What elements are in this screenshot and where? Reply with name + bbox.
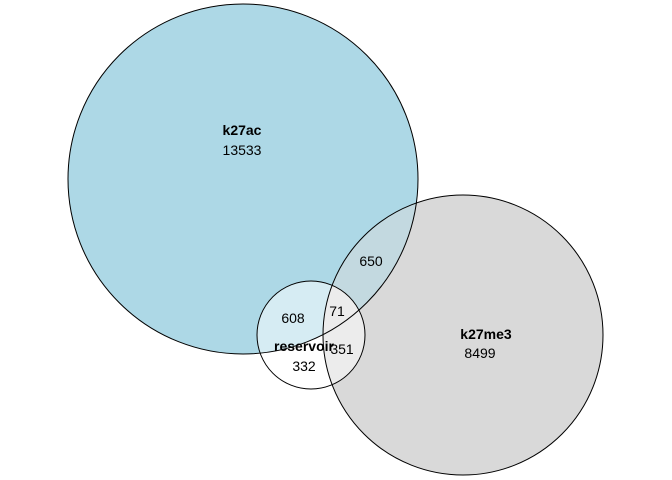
- k27ac-circle-outline: [67, 3, 419, 355]
- k27ac-k27me3-count: 650: [359, 253, 383, 269]
- k27me3-only-count: 8499: [464, 345, 495, 361]
- k27ac-k27me3-overlap-fill: [323, 195, 418, 354]
- k27ac-reservoir-count: 608: [281, 310, 305, 326]
- k27ac-only-count: 13533: [223, 142, 262, 158]
- reservoir-circle-outline: [256, 280, 366, 390]
- k27me3-name: k27me3: [460, 326, 512, 342]
- k27ac-name: k27ac: [223, 122, 262, 138]
- all-three-count: 71: [329, 303, 345, 319]
- k27me3-reservoir-count: 351: [330, 341, 354, 357]
- reservoir-name: reservoir: [274, 338, 334, 354]
- k27ac-circle-fill: [68, 4, 418, 354]
- k27me3-circle-outline: [322, 194, 604, 476]
- reservoir-only-count: 332: [292, 358, 316, 374]
